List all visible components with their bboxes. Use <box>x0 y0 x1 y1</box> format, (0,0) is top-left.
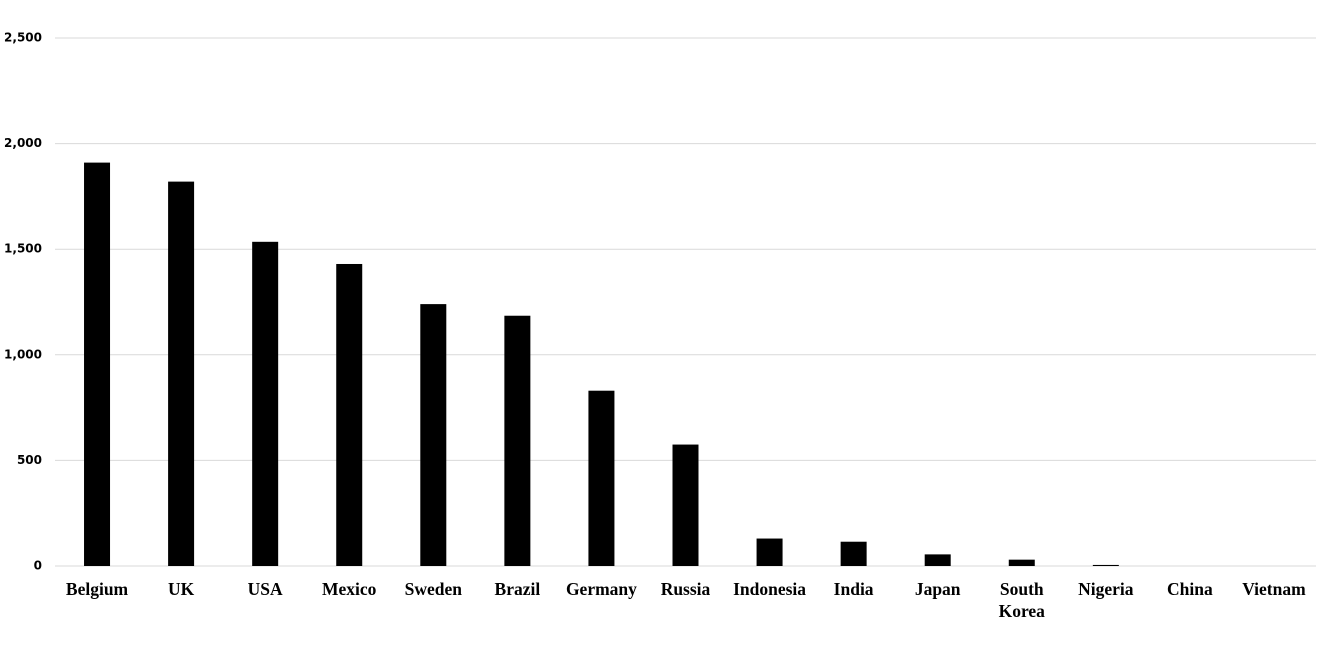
x-tick-label: Japan <box>914 579 961 599</box>
x-tick-label: Mexico <box>322 579 377 599</box>
bar <box>504 315 531 566</box>
bar <box>84 162 111 566</box>
x-tick-label: Vietnam <box>1242 579 1306 599</box>
bar <box>252 241 279 567</box>
y-tick-label: 2,500 <box>4 31 42 45</box>
x-tick-label: Sweden <box>404 579 462 599</box>
x-tick-label: Belgium <box>65 579 129 599</box>
x-tick-label: Nigeria <box>1078 579 1134 599</box>
bar <box>1092 564 1119 566</box>
bar <box>588 390 615 566</box>
bar <box>840 541 867 566</box>
y-tick-label: 2,000 <box>4 136 42 150</box>
x-tick-label: China <box>1167 579 1213 599</box>
x-tick-label: India <box>833 579 874 599</box>
bar <box>924 554 951 566</box>
y-tick-label: 500 <box>17 453 42 467</box>
x-tick-label: Indonesia <box>733 579 807 599</box>
y-tick-label: 1,000 <box>4 347 42 361</box>
bar <box>420 304 447 566</box>
x-tick-label: USA <box>247 579 283 599</box>
y-tick-label: 1,500 <box>4 242 42 256</box>
x-tick-label: Germany <box>565 579 637 599</box>
x-tick-label: South Korea <box>998 579 1045 621</box>
x-tick-label: Brazil <box>494 579 541 599</box>
y-tick-label: 0 <box>34 559 42 573</box>
bar <box>1008 559 1035 566</box>
x-tick-label: UK <box>167 579 195 599</box>
bar <box>756 538 783 566</box>
x-tick-label: Russia <box>660 579 711 599</box>
bar <box>168 181 195 566</box>
bar <box>336 263 363 566</box>
bar <box>672 444 699 566</box>
